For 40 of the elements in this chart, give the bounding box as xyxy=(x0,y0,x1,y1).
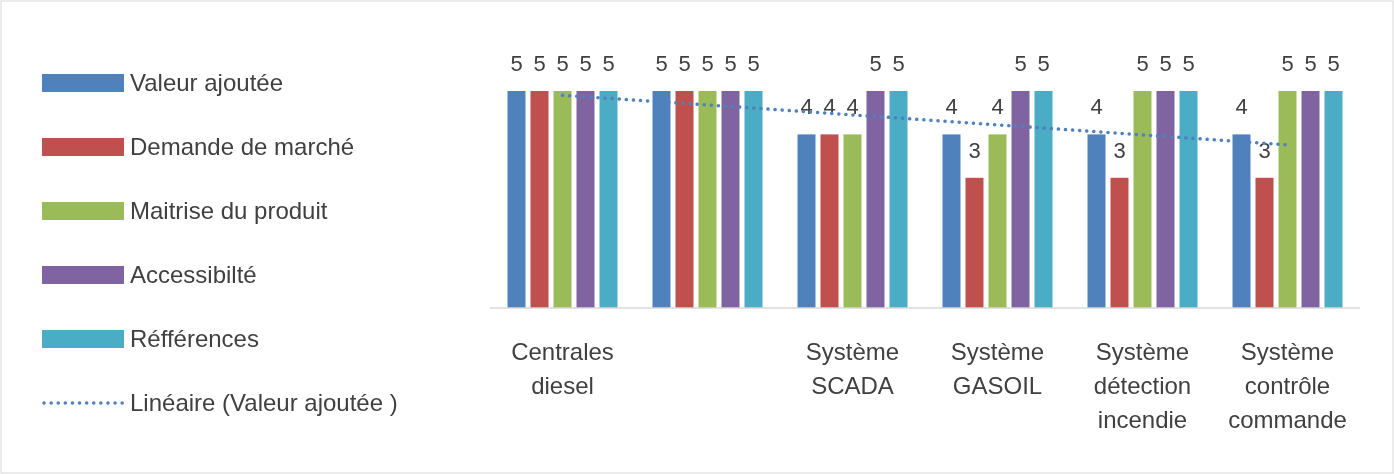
data-label: 5 xyxy=(1182,51,1195,76)
data-label: 5 xyxy=(1327,51,1340,76)
data-label: 5 xyxy=(892,51,905,76)
data-label: 5 xyxy=(1136,51,1149,76)
data-label: 5 xyxy=(579,51,592,76)
data-label: 5 xyxy=(533,51,546,76)
data-label: 5 xyxy=(1304,51,1317,76)
legend-label: Demande de marché xyxy=(130,133,355,160)
data-label: 4 xyxy=(991,94,1004,120)
data-label: 4 xyxy=(846,94,859,120)
legend-label: Accessibilté xyxy=(130,261,257,288)
x-tick-label: Centrales diesel xyxy=(511,338,614,399)
legend-label: Valeur ajoutée xyxy=(130,69,283,96)
data-label: 3 xyxy=(1258,137,1271,163)
data-label: 3 xyxy=(968,137,981,163)
x-tick-label: Système GASOIL xyxy=(950,338,1045,399)
data-label: 5 xyxy=(701,51,714,76)
data-label: 5 xyxy=(655,51,668,76)
data-label: 4 xyxy=(1090,94,1103,120)
data-label: 5 xyxy=(1014,51,1027,76)
x-tick-label: Système SCADA xyxy=(805,338,900,399)
data-label: 5 xyxy=(1281,51,1294,76)
data-label: 5 xyxy=(869,51,882,76)
data-label: 5 xyxy=(724,51,737,76)
legend-label: Réfférences xyxy=(130,325,259,352)
data-label: 5 xyxy=(510,51,523,76)
data-label: 5 xyxy=(602,51,615,76)
x-tick-label: Système détection incendie xyxy=(1093,338,1192,433)
legend-label: Maitrise du produit xyxy=(130,197,328,224)
x-tick-label: Système contrôle commande xyxy=(1228,338,1347,433)
data-label: 4 xyxy=(1235,94,1248,120)
data-label: 5 xyxy=(556,51,569,76)
data-label: 4 xyxy=(945,94,958,120)
data-label: 3 xyxy=(1113,137,1126,163)
legend-label: Linéaire (Valeur ajoutée ) xyxy=(130,389,398,416)
data-label: 5 xyxy=(678,51,691,76)
data-label: 5 xyxy=(1159,51,1172,76)
data-label: 5 xyxy=(1037,51,1050,76)
data-label: 5 xyxy=(747,51,760,76)
data-label: 4 xyxy=(800,94,813,120)
